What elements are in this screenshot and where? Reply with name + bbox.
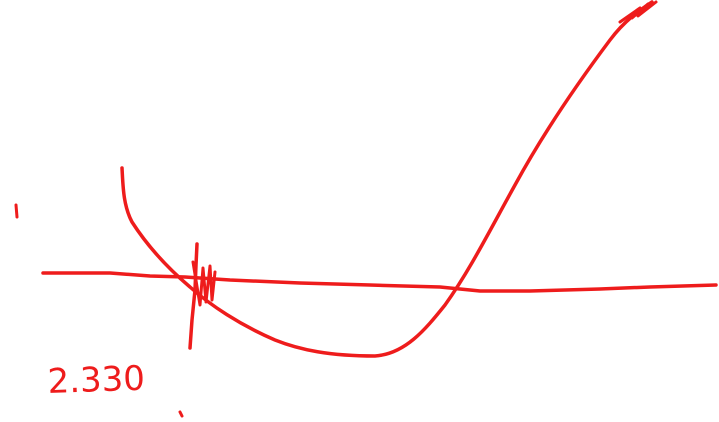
- intersection-scribble: [191, 260, 217, 307]
- vertical-intersection-mark: [188, 242, 199, 350]
- stray-dot: [178, 410, 184, 418]
- curve-line: [120, 0, 654, 358]
- horizontal-axis-line: [41, 271, 718, 293]
- handwritten-label: 2.330: [47, 359, 146, 402]
- stray-tick-mark: [14, 203, 19, 219]
- curve-end-scribble: [618, 0, 658, 24]
